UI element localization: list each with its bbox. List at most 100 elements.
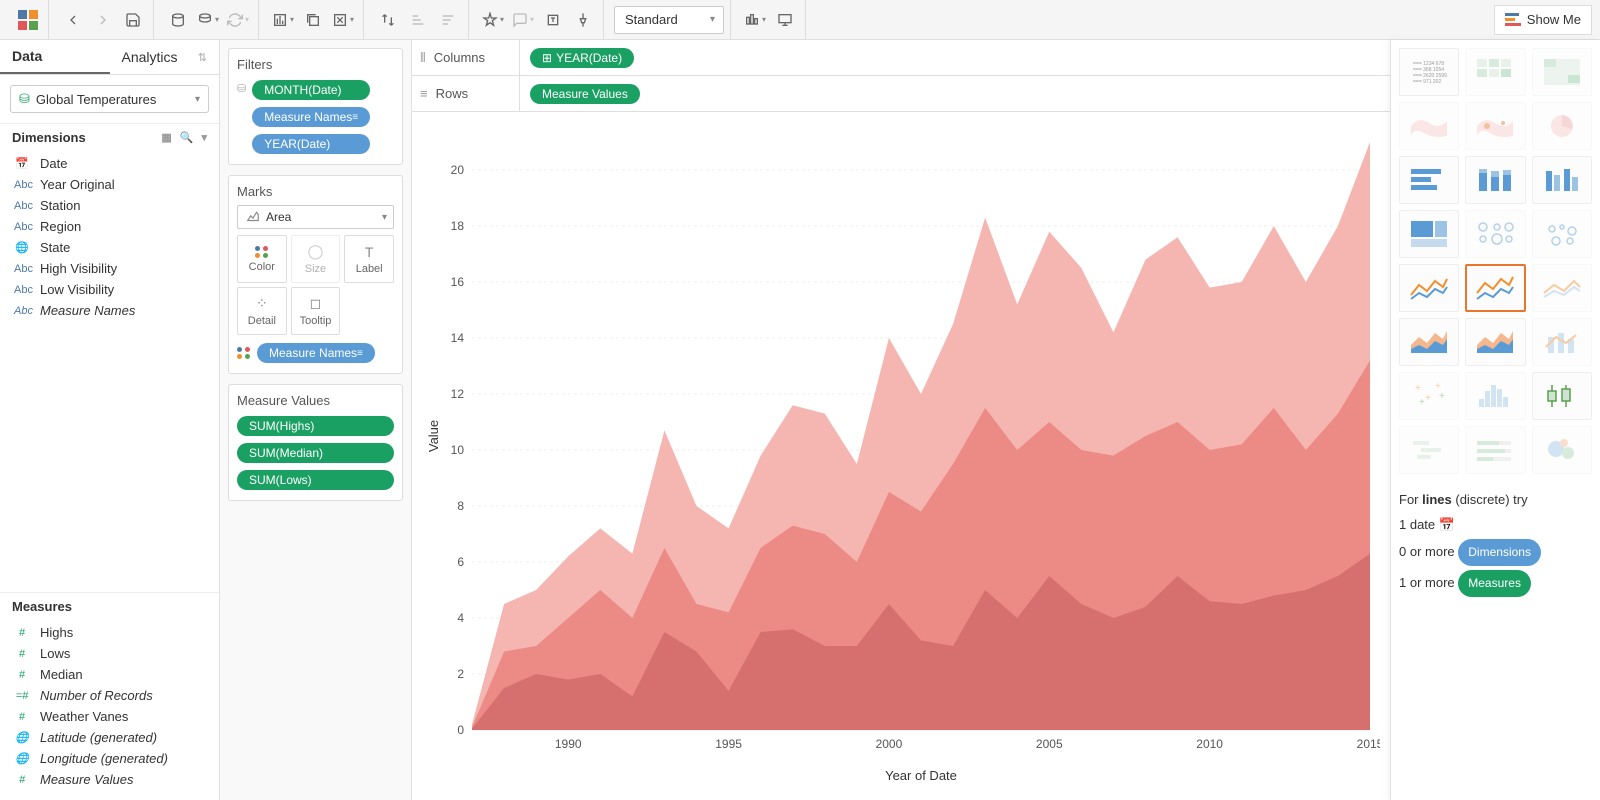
svg-text:10: 10 [451,443,465,457]
datasource-select[interactable]: ⛁ Global Temperatures [10,85,209,113]
new-worksheet-button[interactable]: ▾ [269,6,297,34]
cards-column: Filters ⛁ MONTH(Date)Measure Names≡YEAR(… [220,40,412,800]
new-datasource-button[interactable] [164,6,192,34]
showme-area[interactable] [1399,318,1459,366]
mv-pill-sum-median-[interactable]: SUM(Median) [237,443,394,463]
mark-label-button[interactable]: TLabel [344,235,394,283]
back-button[interactable] [59,6,87,34]
showme-scatter[interactable]: +++++ [1399,372,1459,420]
group-button[interactable]: ▾ [509,6,537,34]
tooltip-icon: ◻ [310,295,322,312]
svg-text:14: 14 [451,331,465,345]
showme-area-d[interactable] [1465,318,1525,366]
filter-pill-month-date-[interactable]: MONTH(Date) [252,80,370,100]
rows-shelf[interactable]: ≡Rows Measure Values [412,76,1390,112]
field-longitude-generated-[interactable]: 🌐Longitude (generated) [0,748,219,769]
forward-button[interactable] [89,6,117,34]
swap-button[interactable] [374,6,402,34]
svg-text:=== 971 202: === 971 202 [1413,79,1441,85]
field-station[interactable]: AbcStation [0,195,219,216]
auto-update-button[interactable]: ▾ [224,6,252,34]
mark-color-button[interactable]: Color [237,235,287,283]
field-measure-values[interactable]: #Measure Values [0,769,219,790]
menu-icon[interactable]: ▾ [201,131,207,144]
mark-tooltip-button[interactable]: ◻Tooltip [291,287,341,335]
search-icon[interactable]: 🔍 [180,131,194,144]
field-region[interactable]: AbcRegion [0,216,219,237]
pin-button[interactable] [569,6,597,34]
showme-line-d[interactable] [1465,264,1525,312]
showme-map[interactable] [1399,102,1459,150]
field-date[interactable]: 📅Date [0,153,219,174]
field-year-original[interactable]: AbcYear Original [0,174,219,195]
duplicate-sheet-button[interactable] [299,6,327,34]
field-weather-vanes[interactable]: #Weather Vanes [0,706,219,727]
show-me-button[interactable]: Show Me [1494,5,1592,35]
columns-pill[interactable]: ⊞YEAR(Date) [530,48,634,68]
dimensions-header: Dimensions ▦🔍▾ [0,123,219,151]
showme-circle[interactable] [1465,210,1525,258]
highlight-button[interactable]: ▾ [479,6,507,34]
showme-sidebar[interactable] [1532,156,1592,204]
refresh-datasource-button[interactable]: ▾ [194,6,222,34]
tab-data[interactable]: Data [0,40,110,74]
showme-gantt[interactable] [1399,426,1459,474]
mark-detail-button[interactable]: ⁘Detail [237,287,287,335]
view-mode-select[interactable]: Standard [614,6,724,34]
showme-dual-line[interactable] [1532,264,1592,312]
measures-header: Measures [0,592,219,620]
showme-bullet[interactable] [1465,426,1525,474]
svg-text:0: 0 [457,723,464,737]
svg-text:Year of Date: Year of Date [885,768,957,783]
showme-map2[interactable] [1465,102,1525,150]
showme-box[interactable] [1532,372,1592,420]
showme-table[interactable]: === 1234 678=== 368 1054=== 2620 2599===… [1399,48,1459,96]
size-icon: ◯ [308,243,324,260]
mv-pill-sum-lows-[interactable]: SUM(Lows) [237,470,394,490]
showme-pie[interactable] [1532,102,1592,150]
fit-button[interactable]: ▾ [741,6,769,34]
text-button[interactable] [539,6,567,34]
showme-dual[interactable] [1532,318,1592,366]
field-measure-names[interactable]: AbcMeasure Names [0,300,219,321]
show-me-panel: === 1234 678=== 368 1054=== 2620 2599===… [1390,40,1600,800]
sort-asc-button[interactable] [404,6,432,34]
showme-packed[interactable] [1532,426,1592,474]
field-state[interactable]: 🌐State [0,237,219,258]
field-high-visibility[interactable]: AbcHigh Visibility [0,258,219,279]
datasource-icon: ⛁ [19,91,30,107]
showme-hint: For lines (discrete) try [1399,488,1592,513]
showme-line[interactable] [1399,264,1459,312]
field-highs[interactable]: #Highs [0,622,219,643]
req-date: 1 date 📅 [1399,513,1592,538]
showme-highlight[interactable] [1532,48,1592,96]
tab-analytics[interactable]: Analytics⇅ [110,40,220,74]
showme-hbar[interactable] [1399,156,1459,204]
showme-circle2[interactable] [1532,210,1592,258]
showme-tree[interactable] [1399,210,1459,258]
filter-pill-measure-names[interactable]: Measure Names≡ [252,107,370,127]
marks-title: Marks [237,184,394,199]
field-low-visibility[interactable]: AbcLow Visibility [0,279,219,300]
field-latitude-generated-[interactable]: 🌐Latitude (generated) [0,727,219,748]
field-lows[interactable]: #Lows [0,643,219,664]
mark-type-select[interactable]: Area [237,205,394,229]
columns-shelf[interactable]: ⦀Columns ⊞YEAR(Date) [412,40,1390,76]
sort-desc-button[interactable] [434,6,462,34]
color-pill[interactable]: Measure Names≡ [257,343,375,363]
field-median[interactable]: #Median [0,664,219,685]
showme-heat[interactable] [1465,48,1525,96]
view-grid-icon[interactable]: ▦ [161,131,171,144]
rows-pill[interactable]: Measure Values [530,84,640,104]
presentation-button[interactable] [771,6,799,34]
svg-text:6: 6 [457,555,464,569]
mv-pill-sum-highs-[interactable]: SUM(Highs) [237,416,394,436]
showme-histo[interactable] [1465,372,1525,420]
save-button[interactable] [119,6,147,34]
mark-size-button[interactable]: ◯Size [291,235,341,283]
clear-sheet-button[interactable]: ▾ [329,6,357,34]
showme-stackbar[interactable] [1465,156,1525,204]
filter-pill-year-date-[interactable]: YEAR(Date) [252,134,370,154]
logo-icon[interactable] [14,6,42,34]
field-number-of-records[interactable]: =#Number of Records [0,685,219,706]
